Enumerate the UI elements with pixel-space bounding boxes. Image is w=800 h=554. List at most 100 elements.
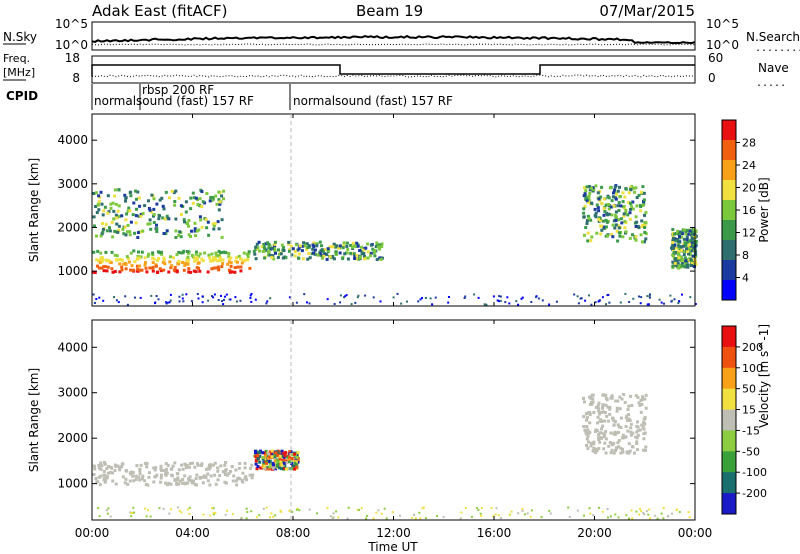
- range-cell: [584, 226, 588, 229]
- range-cell: [684, 259, 688, 263]
- range-cell: [111, 235, 115, 239]
- range-cell: [106, 265, 110, 269]
- range-cell: [97, 259, 101, 263]
- range-cell: [616, 204, 620, 208]
- range-cell: [137, 214, 141, 218]
- range-cell: [642, 512, 645, 514]
- range-cell: [146, 222, 150, 226]
- range-cell: [608, 412, 612, 416]
- range-cell: [371, 247, 375, 251]
- range-cell: [280, 449, 284, 453]
- range-cell: [151, 256, 155, 260]
- range-cell: [358, 249, 362, 253]
- range-cell: [184, 261, 188, 265]
- range-cell: [104, 250, 108, 254]
- range-cell: [138, 469, 142, 473]
- range-cell: [677, 249, 681, 253]
- range-cell: [623, 219, 627, 223]
- range-cell: [220, 294, 222, 297]
- range-cell: [129, 220, 133, 224]
- range-cell: [615, 406, 619, 410]
- range-cell: [152, 197, 156, 201]
- range-cell: [153, 475, 157, 479]
- range-cell: [118, 270, 122, 274]
- range-cell: [245, 252, 249, 256]
- range-cell: [159, 269, 163, 273]
- range-cell: [328, 245, 332, 249]
- range-cell: [267, 246, 271, 250]
- range-cell: [148, 471, 151, 475]
- range-cell: [96, 249, 100, 253]
- range-cell: [590, 201, 594, 205]
- range-cell: [131, 213, 135, 217]
- colorbar-tick-label: 50: [742, 383, 756, 396]
- colorbar-swatch: [722, 120, 736, 141]
- range-cell: [188, 465, 191, 469]
- range-cell: [595, 447, 599, 451]
- range-cell: [160, 196, 164, 200]
- colorbar-swatch: [722, 200, 736, 221]
- range-cell: [283, 454, 287, 458]
- range-cell: [300, 249, 304, 253]
- freq-unit: [MHz]: [3, 66, 35, 79]
- range-cell: [375, 258, 379, 261]
- range-cell: [250, 510, 253, 513]
- range-cell: [614, 223, 618, 227]
- range-cell: [113, 468, 117, 472]
- range-cell: [115, 222, 119, 226]
- range-cell: [212, 512, 215, 514]
- range-cell: [136, 231, 140, 235]
- range-cell: [582, 194, 586, 198]
- range-cell: [530, 509, 533, 512]
- range-cell: [186, 508, 189, 511]
- range-cell: [325, 253, 329, 257]
- range-cell: [278, 466, 282, 470]
- range-cell: [682, 250, 686, 254]
- range-cell: [628, 449, 632, 453]
- range-cell: [689, 239, 693, 243]
- range-cell: [105, 269, 109, 273]
- range-cell: [424, 297, 427, 299]
- range-cell: [604, 218, 608, 222]
- range-cell: [118, 262, 122, 266]
- range-cell: [360, 252, 364, 256]
- range-cell: [164, 469, 168, 473]
- range-cell: [496, 299, 499, 302]
- y-tick-label: 4000: [57, 340, 88, 354]
- range-cell: [92, 473, 96, 476]
- range-cell: [231, 479, 235, 483]
- range-cell: [360, 507, 363, 510]
- range-cell: [586, 239, 590, 243]
- range-cell: [93, 271, 97, 274]
- range-cell: [350, 303, 353, 306]
- range-cell: [123, 481, 127, 485]
- range-cell: [131, 471, 135, 475]
- range-cell: [642, 417, 646, 421]
- range-cell: [139, 255, 143, 259]
- range-cell: [316, 253, 320, 257]
- range-cell: [333, 303, 336, 305]
- freq-frame: [91, 55, 696, 84]
- range-cell: [613, 226, 617, 230]
- range-cell: [273, 248, 277, 252]
- range-cell: [375, 241, 379, 245]
- range-cell: [337, 516, 340, 519]
- range-cell: [214, 194, 218, 198]
- range-cell: [633, 190, 636, 194]
- range-cell: [194, 477, 198, 480]
- range-cell: [322, 254, 326, 258]
- range-cell: [326, 298, 329, 301]
- range-cell: [326, 247, 330, 251]
- range-cell: [218, 256, 222, 260]
- y-tick-label: 1000: [57, 477, 88, 491]
- range-cell: [644, 211, 648, 215]
- range-cell: [267, 250, 270, 254]
- range-cell: [589, 444, 593, 448]
- range-cell: [182, 218, 186, 222]
- range-cell: [152, 207, 156, 211]
- range-cell: [117, 224, 121, 228]
- range-cell: [216, 265, 220, 269]
- range-cell: [597, 197, 601, 201]
- date-title: 07/Mar/2015: [599, 2, 695, 20]
- range-cell: [149, 515, 152, 518]
